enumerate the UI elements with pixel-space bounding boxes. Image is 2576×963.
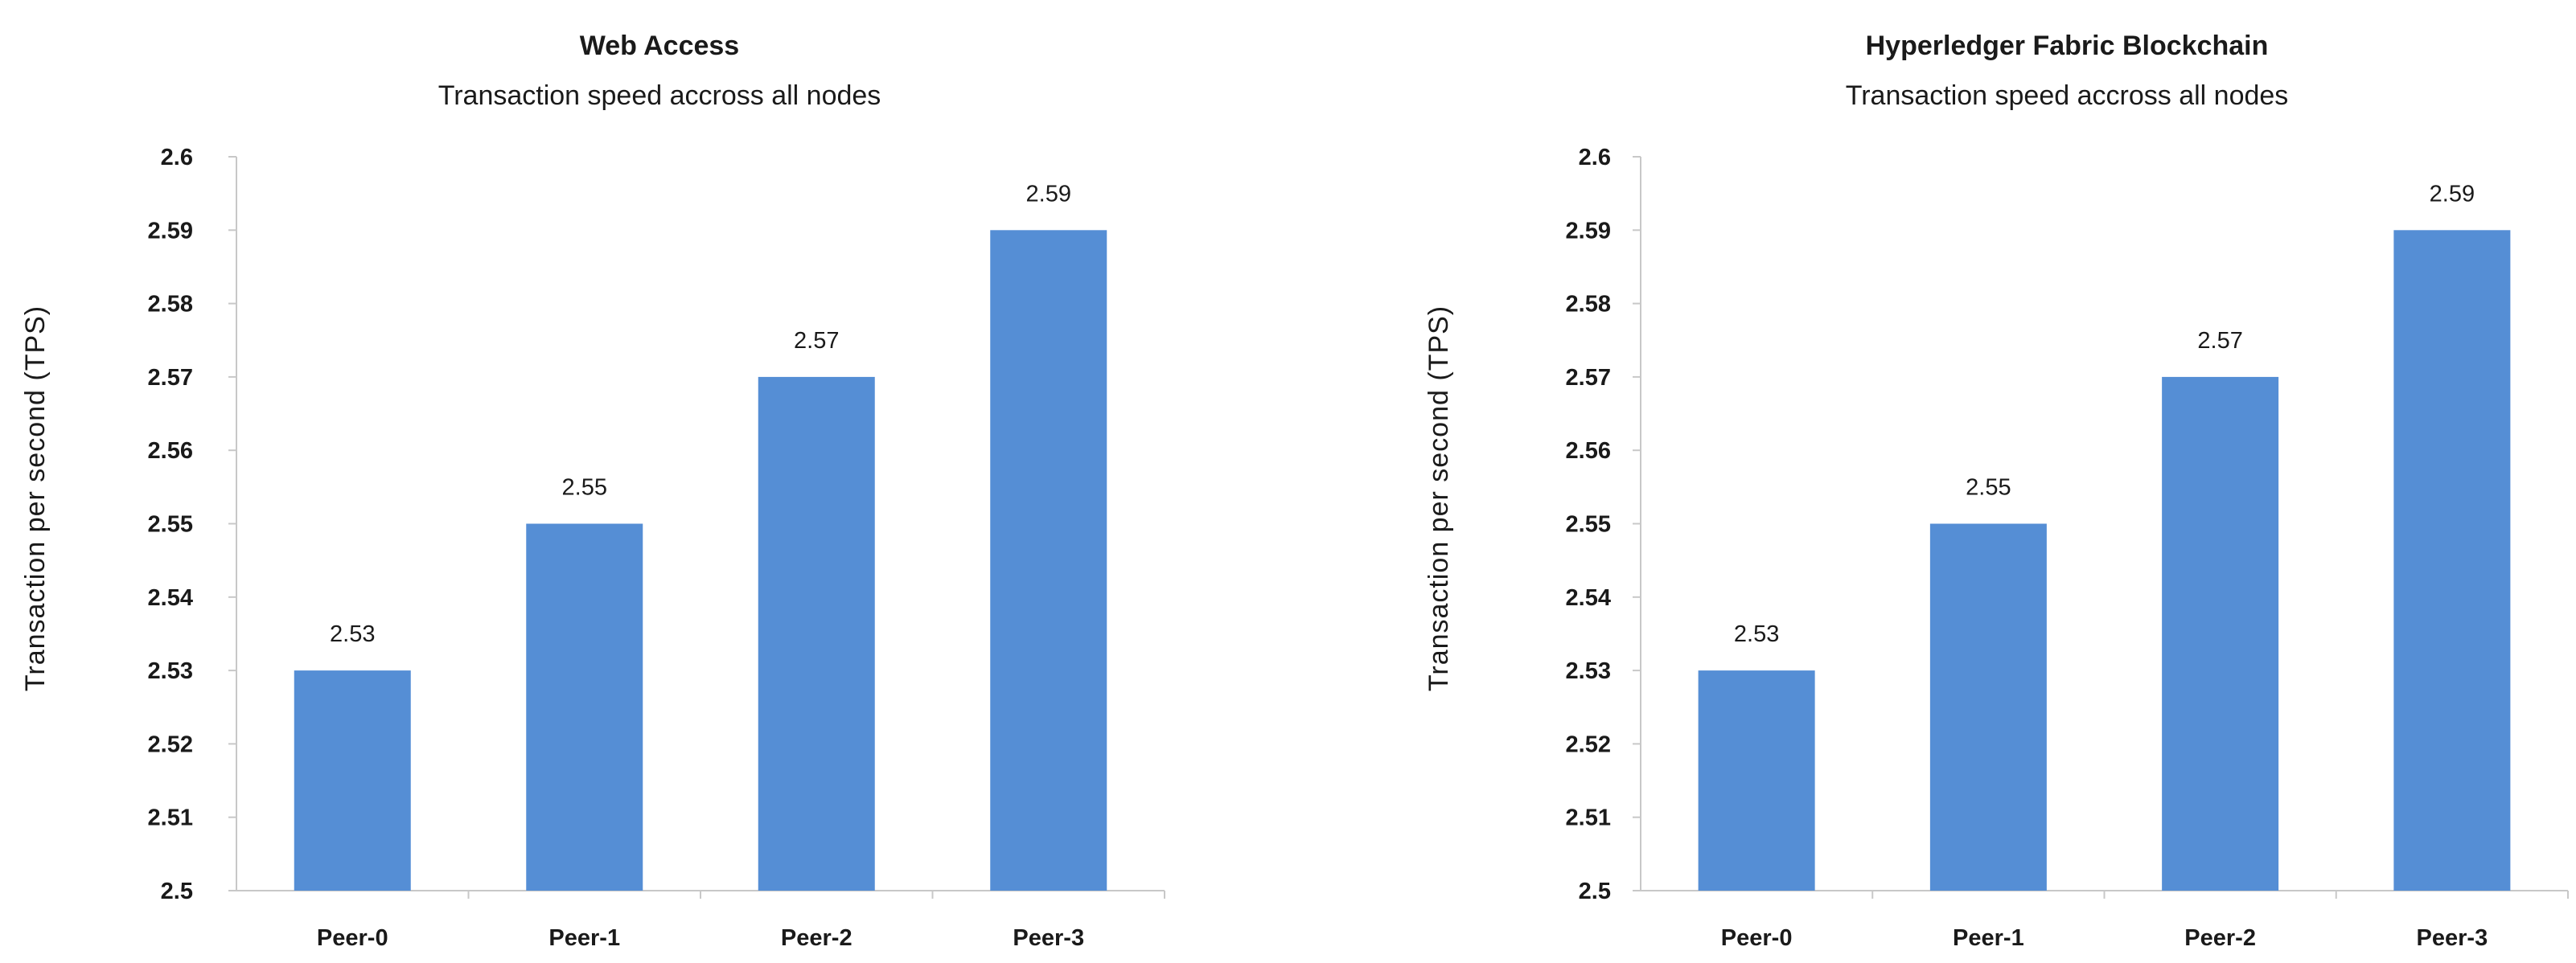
x-tick-label: Peer-3 — [1013, 925, 1084, 951]
y-tick-label: 2.59 — [148, 218, 193, 244]
chart-panel-1: Hyperledger Fabric Blockchain Transaction… — [1424, 31, 2569, 951]
y-tick-label: 2.58 — [1566, 292, 1611, 318]
bar-peer-1 — [526, 523, 643, 891]
y-tick-label: 2.57 — [1566, 365, 1611, 391]
y-tick-label: 2.55 — [148, 512, 193, 538]
y-tick-label: 2.56 — [148, 438, 193, 464]
x-tick-label: Peer-1 — [548, 925, 620, 951]
y-tick-label: 2.55 — [1566, 512, 1611, 538]
y-tick-label: 2.56 — [1566, 438, 1611, 464]
x-tick-label: Peer-2 — [781, 925, 853, 951]
y-tick-label: 2.51 — [1566, 805, 1611, 831]
y-tick-label: 2.6 — [1579, 145, 1611, 170]
y-axis-label: Transaction per second (TPS) — [20, 305, 51, 691]
data-label: 2.57 — [794, 328, 839, 354]
data-label: 2.59 — [1026, 181, 1071, 207]
y-tick-label: 2.53 — [1566, 658, 1611, 684]
y-axis-label: Transaction per second (TPS) — [1424, 305, 1454, 691]
x-tick-label: Peer-0 — [317, 925, 388, 951]
data-label: 2.57 — [2197, 328, 2242, 354]
x-tick-label: Peer-3 — [2417, 925, 2488, 951]
bar-peer-2 — [2162, 376, 2279, 891]
y-tick-label: 2.5 — [1579, 879, 1611, 904]
bar-peer-0 — [1698, 670, 1815, 891]
bar-peer-3 — [990, 230, 1107, 891]
bar-peer-1 — [1929, 523, 2047, 891]
x-tick-label: Peer-1 — [1953, 925, 2024, 951]
chart-panel-0: Web Access Transaction speed accross all … — [20, 31, 1165, 951]
y-tick-label: 2.59 — [1566, 218, 1611, 244]
data-label: 2.55 — [562, 475, 607, 501]
y-tick-label: 2.52 — [148, 731, 193, 757]
y-tick-label: 2.5 — [161, 879, 193, 904]
bar-peer-0 — [294, 670, 411, 891]
x-tick-label: Peer-2 — [2184, 925, 2256, 951]
y-tick-label: 2.54 — [148, 585, 193, 611]
y-tick-label: 2.51 — [148, 805, 193, 831]
y-tick-label: 2.57 — [148, 365, 193, 391]
data-label: 2.53 — [1734, 621, 1779, 647]
chart-subtitle: Transaction speed accross all nodes — [1846, 80, 2289, 111]
bar-peer-3 — [2393, 230, 2511, 891]
y-tick-label: 2.6 — [161, 145, 193, 170]
x-tick-label: Peer-0 — [1721, 925, 1793, 951]
bar-peer-2 — [758, 376, 875, 891]
chart-subtitle: Transaction speed accross all nodes — [438, 80, 881, 111]
y-tick-label: 2.54 — [1566, 585, 1611, 611]
chart-title: Hyperledger Fabric Blockchain — [1866, 31, 2269, 61]
data-label: 2.59 — [2430, 181, 2475, 207]
chart-title: Web Access — [580, 31, 739, 61]
y-tick-label: 2.52 — [1566, 731, 1611, 757]
y-tick-label: 2.53 — [148, 658, 193, 684]
data-label: 2.55 — [1966, 475, 2011, 501]
data-label: 2.53 — [330, 621, 375, 647]
y-tick-label: 2.58 — [148, 292, 193, 318]
